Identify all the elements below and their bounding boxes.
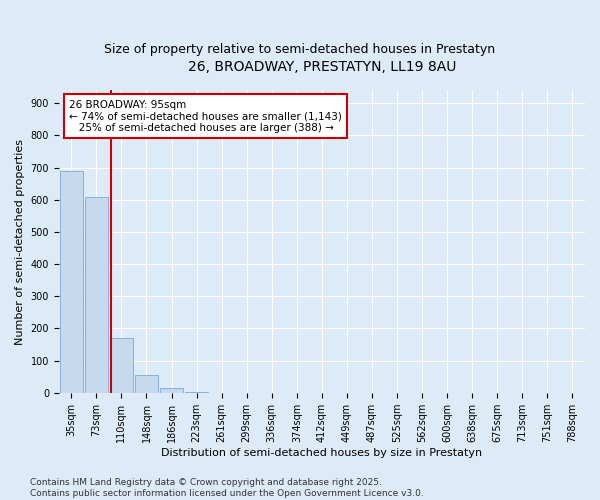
Text: Contains HM Land Registry data © Crown copyright and database right 2025.
Contai: Contains HM Land Registry data © Crown c… <box>30 478 424 498</box>
Y-axis label: Number of semi-detached properties: Number of semi-detached properties <box>15 138 25 344</box>
Bar <box>160 388 183 392</box>
Bar <box>85 196 107 392</box>
Bar <box>135 375 158 392</box>
Text: Size of property relative to semi-detached houses in Prestatyn: Size of property relative to semi-detach… <box>104 42 496 56</box>
Title: 26, BROADWAY, PRESTATYN, LL19 8AU: 26, BROADWAY, PRESTATYN, LL19 8AU <box>188 60 456 74</box>
Bar <box>110 338 133 392</box>
Bar <box>60 171 83 392</box>
X-axis label: Distribution of semi-detached houses by size in Prestatyn: Distribution of semi-detached houses by … <box>161 448 482 458</box>
Text: 26 BROADWAY: 95sqm
← 74% of semi-detached houses are smaller (1,143)
   25% of s: 26 BROADWAY: 95sqm ← 74% of semi-detache… <box>70 100 342 132</box>
